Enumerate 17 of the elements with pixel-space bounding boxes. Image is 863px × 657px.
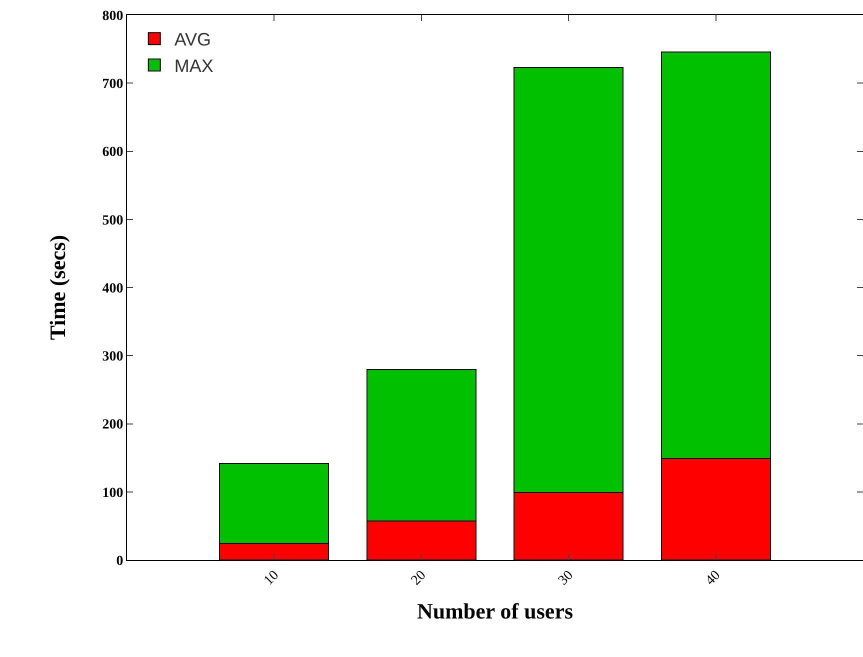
- y-tick-label: 500: [102, 213, 124, 228]
- legend-label: AVG: [174, 30, 212, 50]
- y-tick-label: 600: [102, 145, 124, 160]
- y-tick-label: 200: [102, 418, 124, 433]
- y-tick-label: 0: [116, 554, 124, 569]
- y-tick-label: 300: [102, 350, 124, 365]
- y-axis-title: Time (secs): [45, 234, 70, 340]
- x-tick-label: 20: [408, 568, 430, 588]
- y-tick-label: 800: [102, 8, 124, 24]
- x-tick-label: 10: [261, 568, 282, 588]
- x-axis-title: Number of users: [416, 598, 574, 624]
- y-tick-label: 400: [102, 281, 124, 296]
- legend-label: MAX: [174, 56, 214, 76]
- y-tick-label: 700: [102, 77, 124, 92]
- x-tick-label: 40: [703, 568, 724, 588]
- x-tick-label: 30: [556, 568, 576, 588]
- y-tick-label: 100: [102, 486, 124, 501]
